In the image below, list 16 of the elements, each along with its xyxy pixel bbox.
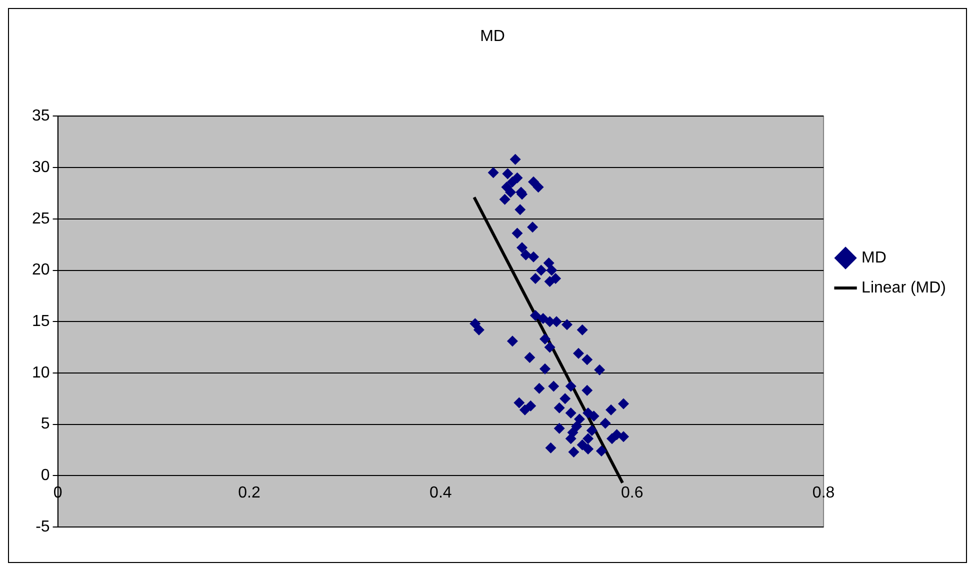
- y-tick-label: 35: [32, 108, 50, 125]
- y-tick-label: 15: [32, 313, 50, 330]
- chart-title: MD: [480, 28, 505, 46]
- y-tick-label: 30: [32, 158, 50, 176]
- y-tick-label: -5: [36, 518, 50, 536]
- y-tick-label: 20: [32, 262, 50, 279]
- x-tick-label: 0.2: [238, 484, 260, 502]
- x-tick-label: 0.6: [620, 484, 644, 502]
- x-tick-label: 0.8: [812, 484, 835, 502]
- y-tick-label: 10: [32, 364, 50, 382]
- y-tick-label: 5: [40, 416, 50, 433]
- y-tick-label: 0: [40, 467, 50, 484]
- y-tick-label: 25: [32, 210, 50, 228]
- legend-label: Linear (MD): [862, 279, 946, 296]
- legend-label: MD: [862, 249, 886, 266]
- x-tick-label: 0.4: [430, 484, 452, 502]
